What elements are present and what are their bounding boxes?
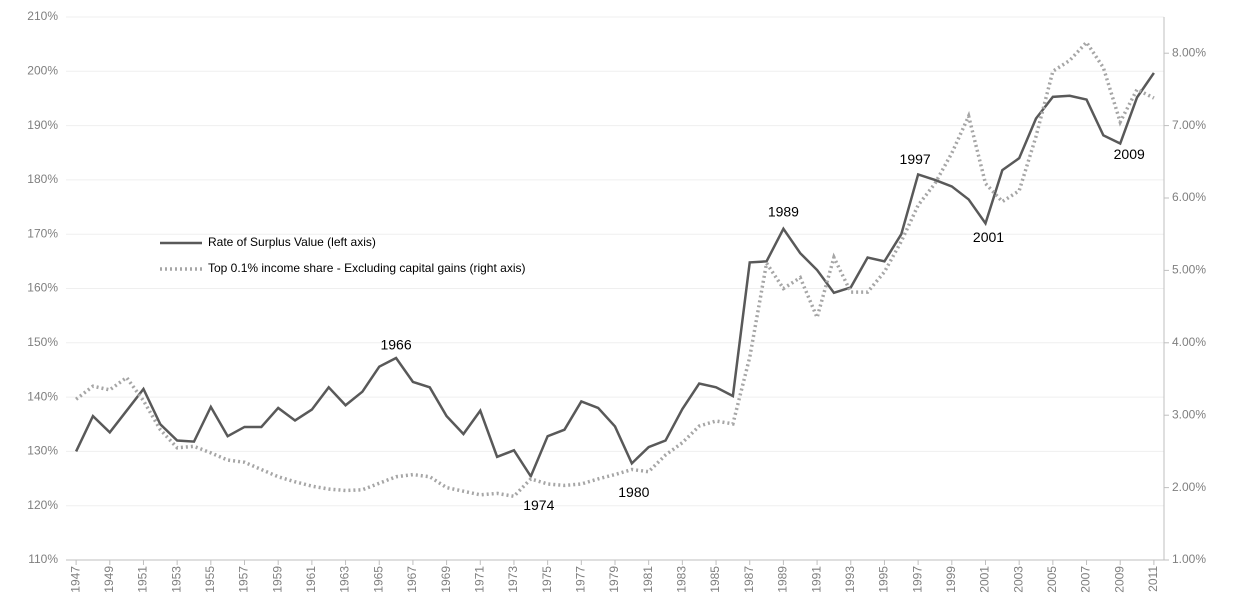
legend-label: Rate of Surplus Value (left axis) [208, 235, 376, 249]
annotation: 1966 [380, 337, 411, 353]
y-tick-label: 150% [27, 335, 58, 349]
y-tick-label: 170% [27, 226, 58, 240]
annotation: 2001 [973, 229, 1004, 245]
y-tick-label: 120% [27, 498, 58, 512]
x-tick-label: 1987 [742, 566, 756, 593]
x-tick-label: 1975 [540, 566, 554, 593]
y-tick-label: 200% [27, 63, 58, 77]
y2-tick-label: 3.00% [1172, 407, 1206, 421]
x-tick-label: 1947 [68, 566, 82, 593]
x-tick-label: 1989 [776, 566, 790, 593]
x-tick-label: 1997 [910, 566, 924, 593]
y-tick-label: 140% [27, 389, 58, 403]
x-tick-label: 1949 [102, 566, 116, 593]
x-tick-label: 2009 [1112, 566, 1126, 593]
y2-tick-label: 7.00% [1172, 118, 1206, 132]
y2-tick-label: 5.00% [1172, 263, 1206, 277]
x-tick-label: 1979 [607, 566, 621, 593]
series-line [74, 72, 1155, 480]
annotation: 1974 [523, 497, 554, 513]
x-tick-label: 2011 [1146, 566, 1160, 592]
x-tick-label: 1961 [304, 566, 318, 593]
y2-tick-label: 4.00% [1172, 335, 1206, 349]
x-tick-label: 1995 [877, 566, 891, 593]
y2-tick-label: 1.00% [1172, 552, 1206, 566]
x-tick-label: 2001 [978, 566, 992, 593]
y-tick-label: 180% [27, 172, 58, 186]
x-tick-label: 1967 [405, 566, 419, 593]
x-tick-label: 1971 [472, 566, 486, 593]
x-tick-label: 1957 [237, 566, 251, 593]
y2-tick-label: 6.00% [1172, 190, 1206, 204]
x-tick-label: 2003 [1011, 566, 1025, 593]
x-tick-label: 1985 [708, 566, 722, 593]
x-tick-label: 1977 [573, 566, 587, 593]
y-tick-label: 130% [27, 444, 58, 458]
x-tick-label: 1993 [843, 566, 857, 593]
y-tick-label: 160% [27, 281, 58, 295]
x-tick-label: 2005 [1045, 566, 1059, 593]
y-tick-label: 110% [28, 552, 58, 566]
y-tick-label: 210% [27, 9, 58, 23]
x-tick-label: 1991 [809, 566, 823, 593]
x-tick-label: 1999 [944, 566, 958, 593]
legend-label: Top 0.1% income share - Excluding capita… [208, 261, 525, 275]
annotation: 1997 [900, 151, 931, 167]
x-tick-label: 1969 [439, 566, 453, 593]
x-tick-label: 1963 [338, 566, 352, 593]
x-tick-label: 1959 [270, 566, 284, 593]
x-tick-label: 1973 [506, 566, 520, 593]
y2-tick-label: 2.00% [1172, 480, 1206, 494]
x-tick-label: 1955 [203, 566, 217, 593]
x-tick-label: 1983 [675, 566, 689, 593]
annotation: 2009 [1114, 146, 1145, 162]
annotation: 1989 [768, 203, 799, 219]
x-tick-label: 1951 [136, 566, 150, 593]
y-tick-label: 190% [27, 118, 58, 132]
x-tick-label: 1953 [169, 566, 183, 593]
annotation: 1980 [618, 484, 649, 500]
x-tick-label: 1965 [371, 566, 385, 593]
x-tick-label: 2007 [1079, 566, 1093, 593]
x-tick-label: 1981 [641, 566, 655, 593]
y2-tick-label: 8.00% [1172, 45, 1206, 59]
